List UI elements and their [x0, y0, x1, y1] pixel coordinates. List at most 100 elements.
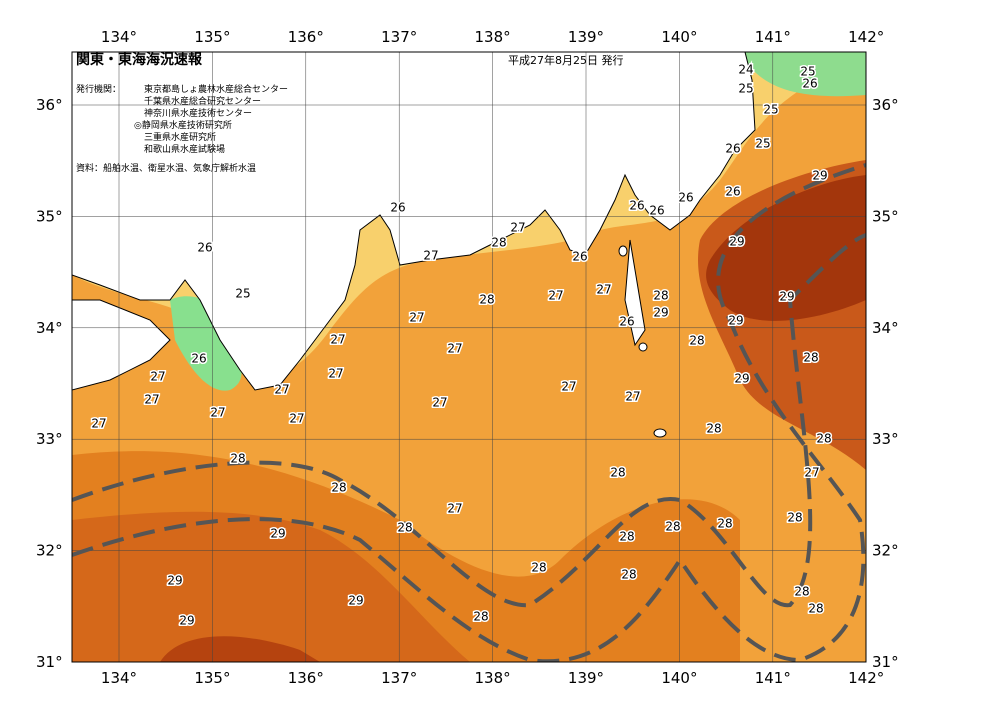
- contour-label: 26: [802, 77, 817, 91]
- contour-label: 28: [230, 452, 245, 466]
- contour-label: 28: [808, 602, 823, 616]
- contour-label: 27: [91, 417, 106, 431]
- contour-label: 27: [330, 333, 345, 347]
- contour-label: 27: [432, 396, 447, 410]
- issuer: 神奈川県水産技術センター: [144, 107, 252, 119]
- contour-label: 26: [649, 204, 664, 218]
- title: 関東・東海海況速報: [76, 51, 203, 68]
- warmest-water: [160, 636, 320, 662]
- contour-label: 27: [144, 393, 159, 407]
- lat-label: 34°: [872, 319, 899, 337]
- lon-label: 138°: [475, 28, 511, 46]
- lat-label: 34°: [36, 319, 63, 337]
- contour-label: 28: [531, 561, 546, 575]
- contour-label: 29: [734, 372, 749, 386]
- lat-label: 33°: [872, 430, 899, 448]
- lon-label: 135°: [194, 28, 230, 46]
- issuer: 和歌山県水産試験場: [144, 143, 225, 155]
- issuers-label: 発行機関：: [76, 83, 121, 95]
- island: [638, 342, 648, 352]
- lon-label: 135°: [194, 669, 230, 687]
- contour-label: 27: [561, 380, 576, 394]
- kuroshio-axis: [72, 163, 866, 662]
- axis-labels: 134° 134° 135° 135° 136° 136° 137° 137° 138° 138°…: [36, 28, 899, 687]
- contour-label: 29: [179, 614, 194, 628]
- cool-water: [740, 52, 866, 97]
- contour-label: 28: [619, 530, 634, 544]
- contour-label: 29: [270, 527, 285, 541]
- lon-label: 142°: [848, 28, 884, 46]
- issuer: 三重県水産研究所: [144, 131, 216, 143]
- contour-label: 27: [409, 311, 424, 325]
- contour-label: 27: [625, 390, 640, 404]
- contour-label: 26: [197, 241, 212, 255]
- contour-label: 27: [804, 466, 819, 480]
- land: [72, 299, 171, 391]
- contour-label: 27: [150, 370, 165, 384]
- lon-label: 139°: [568, 669, 604, 687]
- lon-label: 140°: [661, 669, 697, 687]
- lon-label: 139°: [568, 28, 604, 46]
- contour-label: 25: [738, 82, 753, 96]
- contour-label: 25: [800, 65, 815, 79]
- graticule: [72, 52, 866, 662]
- lon-label: 142°: [848, 669, 884, 687]
- contour-label: 28: [803, 351, 818, 365]
- contour-label: 29: [653, 306, 668, 320]
- contour-label: 28: [653, 289, 668, 303]
- lon-label: 141°: [755, 669, 791, 687]
- contour-label: 28: [665, 520, 680, 534]
- contour-label: 25: [763, 103, 778, 117]
- contour-label: 27: [328, 367, 343, 381]
- contour-label: 28: [331, 481, 346, 495]
- lat-label: 33°: [36, 430, 63, 448]
- contour-label: 29: [729, 235, 744, 249]
- lat-label: 36°: [36, 96, 63, 114]
- lon-label: 134°: [101, 28, 137, 46]
- lat-label: 35°: [36, 207, 63, 225]
- izu-peninsula: [624, 239, 646, 347]
- contour-label: 27: [447, 342, 462, 356]
- contour-label: 28: [397, 521, 412, 535]
- lat-label: 35°: [872, 207, 899, 225]
- contour-label: 29: [728, 314, 743, 328]
- contour-label: 29: [812, 169, 827, 183]
- island: [653, 428, 667, 438]
- contour-label: 28: [706, 422, 721, 436]
- contour-label: 29: [167, 574, 182, 588]
- lat-label: 36°: [872, 96, 899, 114]
- contour-label: 26: [572, 250, 587, 264]
- contour-label: 27: [510, 221, 525, 235]
- source: 資料：船舶水温、衛星水温、気象庁解析水温: [76, 162, 256, 174]
- contour-label: 28: [621, 568, 636, 582]
- contour-label: 26: [619, 315, 634, 329]
- contour-label: 24: [738, 63, 753, 77]
- contour-label: 26: [678, 191, 693, 205]
- kuroshio-core: [706, 175, 866, 321]
- contour-label: 27: [210, 406, 225, 420]
- contour-label: 27: [548, 289, 563, 303]
- warmer-water: [72, 511, 470, 662]
- lat-label: 32°: [36, 542, 63, 560]
- contour-label: 28: [794, 585, 809, 599]
- header: 関東・東海海況速報 平成27年8月25日 発行 発行機関： 東京都島しょ農林水産…: [76, 51, 624, 174]
- lat-label: 32°: [872, 542, 899, 560]
- contour-label: 29: [348, 594, 363, 608]
- contour-label: 27: [423, 249, 438, 263]
- land: [72, 52, 756, 391]
- lon-label: 136°: [288, 669, 324, 687]
- contour-label: 25: [235, 287, 250, 301]
- contour-label: 28: [816, 432, 831, 446]
- contour-label: 26: [629, 199, 644, 213]
- island: [618, 245, 628, 257]
- contour-label: 27: [447, 502, 462, 516]
- lon-label: 134°: [101, 669, 137, 687]
- contour-label: 28: [491, 236, 506, 250]
- map-area: [72, 52, 866, 662]
- lon-label: 138°: [475, 669, 511, 687]
- contour-label: 26: [390, 201, 405, 215]
- issuer: ◎静岡県水産技術研究所: [134, 119, 232, 131]
- contour-label: 29: [779, 290, 794, 304]
